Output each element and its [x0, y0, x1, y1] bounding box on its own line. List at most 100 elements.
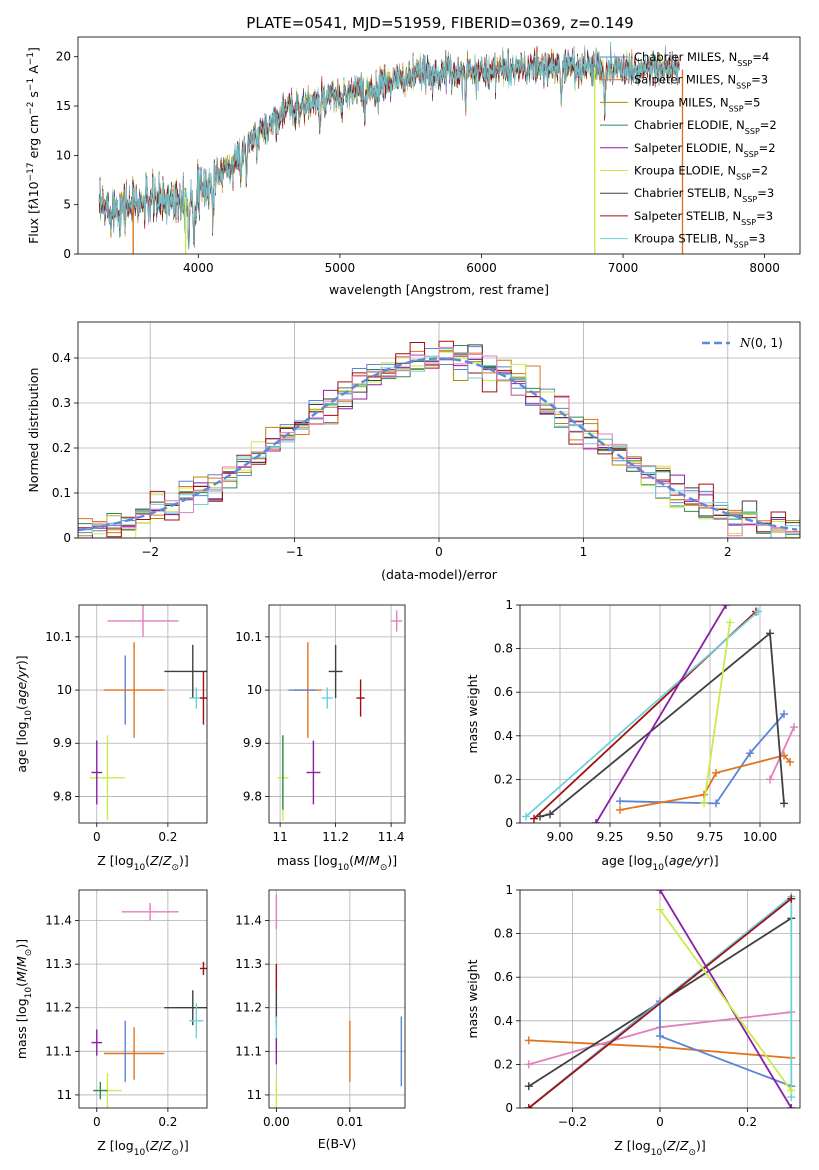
errorbar-point: [89, 735, 126, 821]
plot-area-mass_vs_ebv: [269, 890, 405, 1108]
y-tick-label: 0.1: [52, 486, 71, 500]
y-tick-label: 11.3: [235, 957, 262, 971]
x-tick-label: 9.00: [547, 830, 574, 844]
x-tick-label: 10.00: [743, 830, 777, 844]
y-tick-label: 11.3: [45, 957, 72, 971]
weight-series-chabrier_miles: [619, 713, 785, 805]
axes-frame: [519, 889, 801, 1109]
y-tick-label: 5: [63, 198, 71, 212]
x-tick-label: 9.50: [647, 830, 674, 844]
y-tick-label: 0.6: [494, 685, 513, 699]
y-tick-label: 11.4: [235, 914, 262, 928]
x-tick-label: −1: [286, 545, 304, 559]
x-tick-label: 0.00: [263, 1115, 290, 1129]
axes-frame: [77, 321, 801, 539]
legend-label: Chabrier MILES, NSSP=4: [634, 50, 769, 68]
figure-title: PLATE=0541, MJD=51959, FIBERID=0369, z=0…: [246, 14, 633, 32]
y-tick-label: 0: [505, 816, 513, 830]
x-tick-label: 0.2: [158, 830, 177, 844]
y-axis-label: mass [log10(M/M⊙)]: [14, 939, 34, 1059]
y-tick-label: 20: [56, 50, 71, 64]
y-tick-label: 0.2: [494, 1057, 513, 1071]
x-tick-label: 11.4: [378, 830, 405, 844]
grid-massweight_vs_age: [520, 605, 800, 823]
y-tick-label: 0: [505, 1101, 513, 1115]
axes-frame: [519, 604, 801, 824]
errorbar-point: [93, 1081, 108, 1100]
x-tick-label: 1: [580, 545, 588, 559]
x-tick-label: 0: [93, 1115, 101, 1129]
errorbar-point: [107, 605, 179, 637]
x-axis-label: mass [log10(M/M⊙)]: [277, 853, 397, 873]
y-tick-label: 11.1: [235, 1044, 262, 1058]
axes-mass_vs_Z: 0 0.2 11 11.1 11.2 11.3 11.4 Z [log10(Z/Z⊙)] mas…: [14, 889, 208, 1158]
errorbars-mass_vs_Z: [91, 903, 207, 1108]
x-tick-label: 9.25: [597, 830, 624, 844]
errorbars-age_vs_mass: [277, 610, 403, 821]
y-tick-label: 11: [247, 1088, 262, 1102]
errorbar-point: [164, 990, 207, 1026]
y-axis-label: Normed distribution: [26, 368, 41, 493]
residual-legend: N(0, 1): [702, 336, 783, 350]
errorbar-point: [91, 740, 103, 805]
weight-series-kroupa_elodie: [703, 622, 731, 804]
y-axis-label: age [log10(age/yr)]: [14, 655, 34, 772]
y-tick-label: 10.1: [235, 630, 262, 644]
errorbar-point: [103, 642, 165, 738]
legend-label: Salpeter ELODIE, NSSP=2: [634, 141, 776, 159]
legend-label: Kroupa MILES, NSSP=5: [634, 95, 760, 113]
axes-massweight_vs_age: 9.00 9.25 9.50 9.75 10.00 0 0.2 0.4 0.6 0.8 1 age […: [465, 598, 801, 873]
legend-label: Chabrier ELODIE, NSSP=2: [634, 118, 777, 136]
x-tick-label: 5000: [325, 261, 356, 275]
legend-label: Kroupa ELODIE, NSSP=2: [634, 164, 768, 182]
y-tick-label: 0.4: [52, 351, 71, 365]
errorbar-point: [328, 644, 343, 699]
y-tick-label: 11: [57, 1088, 72, 1102]
y-tick-label: 9.8: [243, 789, 262, 803]
y-tick-label: 1: [505, 598, 513, 612]
histograms: [78, 340, 800, 538]
x-tick-label: −2: [141, 545, 159, 559]
axes-age_vs_Z: 0 0.2 9.8 9.9 10 10.1 Z [log10(Z/Z⊙)] age [log1…: [14, 604, 208, 873]
weight-series-pink: [769, 726, 795, 780]
x-axis-label: wavelength [Angstrom, rest frame]: [329, 282, 549, 297]
legend-label: Salpeter MILES, NSSP=3: [634, 73, 768, 91]
errorbars-mass_vs_ebv: [275, 894, 403, 1108]
spectrum-series-kroupa_stelib: [98, 41, 680, 250]
errorbar-point: [391, 610, 403, 632]
y-axis-label: Flux [fλ10−17 erg cm−2 s−1 A−1]: [26, 47, 41, 244]
axes-mass_vs_ebv: 0.00 0.01 11 11.1 11.2 11.3 11.4 E(B-V): [235, 889, 406, 1151]
weight-lines-massweight_vs_Z: [524, 890, 796, 1108]
axes-frame: [268, 889, 406, 1109]
errorbar-point: [306, 740, 321, 805]
y-tick-label: 0.8: [494, 927, 513, 941]
grid-age_vs_mass: [269, 605, 405, 823]
y-tick-label: 11.4: [45, 914, 72, 928]
axes-frame: [268, 604, 406, 824]
x-axis-label: Z [log10(Z/Z⊙)]: [614, 1138, 706, 1158]
plot-area-age_vs_mass: [269, 605, 405, 823]
x-tick-label: 0.2: [738, 1115, 757, 1129]
x-tick-label: 0: [93, 830, 101, 844]
axes-frame: [78, 604, 208, 824]
plot-area-residuals: [78, 322, 800, 538]
x-axis-label: Z [log10(Z/Z⊙)]: [97, 1138, 189, 1158]
gaussian-curve: [78, 357, 798, 532]
weight-lines-massweight_vs_age: [522, 605, 798, 823]
x-tick-label: 0.2: [158, 1115, 177, 1129]
plot-area-spectrum: [98, 41, 684, 254]
y-axis-label: mass weight: [465, 674, 480, 753]
histogram-pink: [78, 346, 800, 537]
weight-series-kroupa_elodie: [659, 909, 793, 1092]
errorbar-point: [199, 671, 207, 725]
weight-series-kroupa_stelib: [525, 610, 759, 818]
axes-residuals: −2 −1 0 1 2 0 0.1 0.2 0.3 0.4 (data-model)/error No…: [26, 321, 801, 582]
x-tick-label: 11: [272, 830, 287, 844]
x-axis-label: age [log10(age/yr)]: [601, 853, 718, 873]
weight-series-salpeter_elodie: [595, 605, 727, 823]
legend-label: Salpeter STELIB, NSSP=3: [634, 209, 773, 227]
y-tick-label: 0.2: [52, 441, 71, 455]
errorbar-point: [199, 961, 207, 976]
axes-frame: [77, 36, 801, 255]
weight-series-salpeter_stelib: [528, 897, 792, 1108]
